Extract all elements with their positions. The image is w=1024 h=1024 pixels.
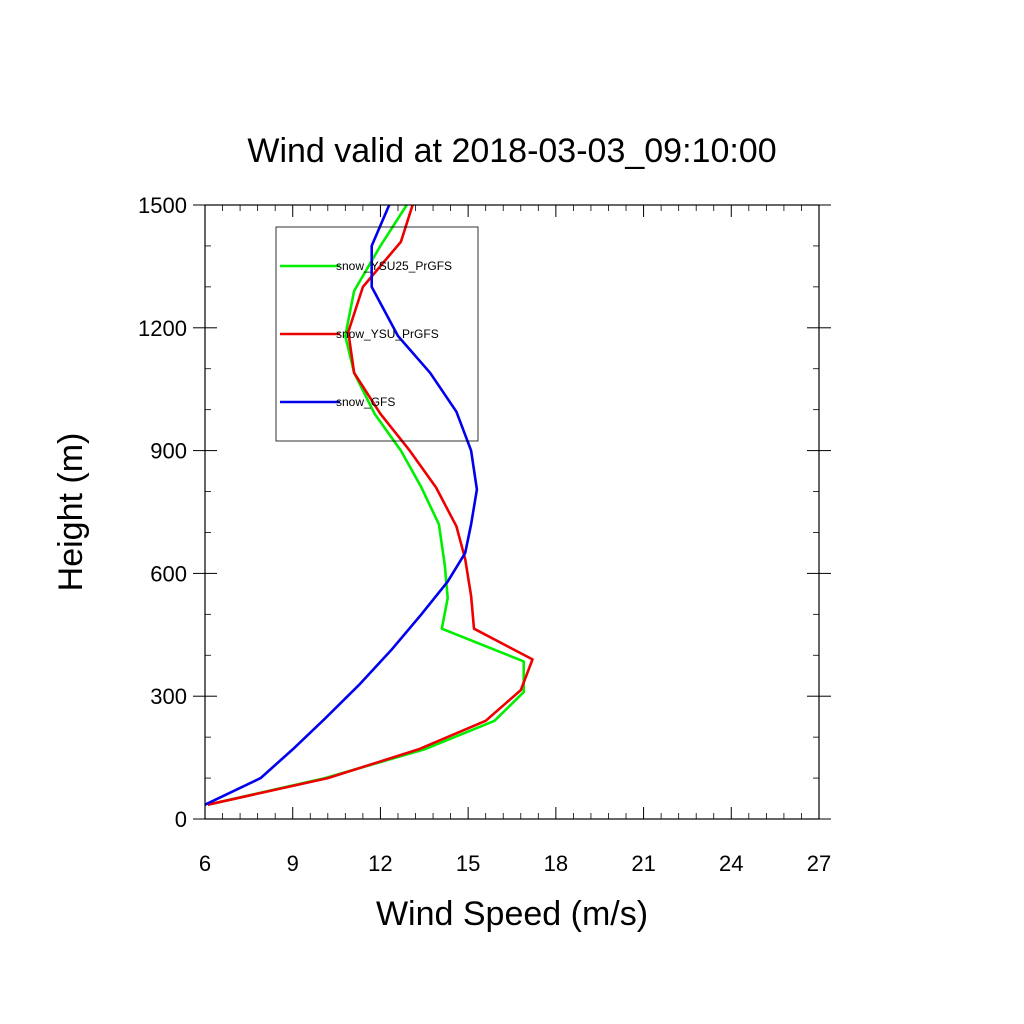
series-line-3 [204,204,479,806]
x-tick-label: 27 [807,851,831,876]
x-axis-label: Wind Speed (m/s) [376,895,648,933]
plot-frame [204,204,820,820]
plot-area: 6 9 12 15 18 21 24 27 0 300 600 900 1200 1500 [138,193,831,876]
y-tick-label: 600 [150,561,187,586]
x-tick-label: 21 [631,851,655,876]
x-tick-label: 9 [287,851,299,876]
y-tick-label: 300 [150,684,187,709]
y-tick-label: 900 [150,439,187,464]
chart-title: Wind valid at 2018-03-03_09:10:00 [247,132,776,170]
legend-label: snow_GFS [336,395,395,409]
x-tick-label: 18 [544,851,568,876]
x-tick-label: 24 [719,851,743,876]
y-axis-label: Height (m) [52,433,90,592]
legend-box [275,226,479,442]
legend-label: snow_YSU25_PrGFS [336,259,452,273]
x-tick-label: 15 [456,851,480,876]
y-tick-label: 1200 [138,316,187,341]
x-tick-label: 6 [199,851,211,876]
x-tick-label: 12 [368,851,392,876]
y-tick-label: 1500 [138,193,187,218]
series-line-1 [207,204,526,806]
y-tick-label: 0 [175,807,187,832]
legend: snow_YSU25_PrGFS snow_YSU_PrGFS snow_GFS [275,226,479,442]
series-line-2 [207,204,534,806]
legend-label: snow_YSU_PrGFS [336,327,439,341]
